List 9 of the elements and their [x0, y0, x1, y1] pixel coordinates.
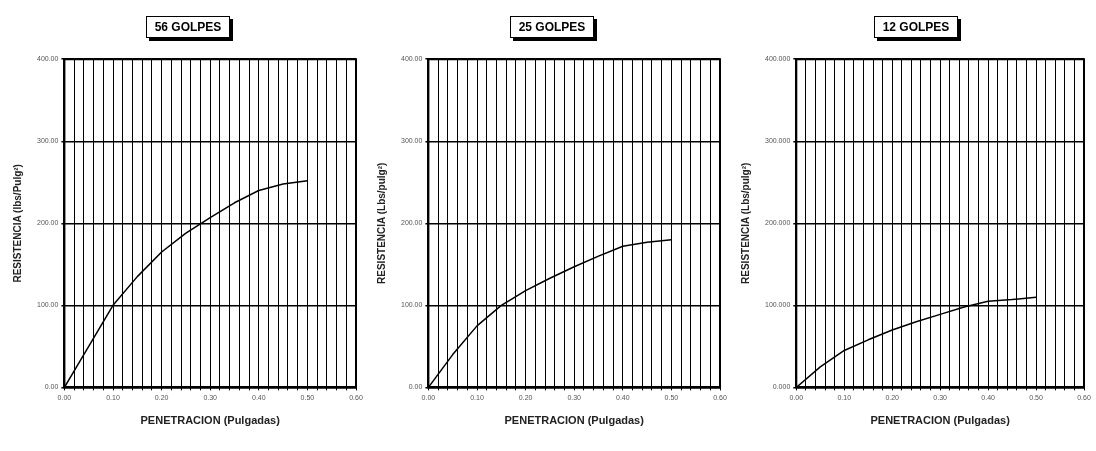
x-axis-title: PENETRACION (Pulgadas)	[870, 414, 1011, 427]
chart-title: 56 GOLPES	[145, 16, 231, 38]
chart-title: 25 GOLPES	[509, 16, 595, 38]
chart-title: 12 GOLPES	[873, 16, 959, 38]
y-axis-title: RESISTENCIA (lbs/Pulg²)	[11, 164, 23, 283]
x-axis-title: PENETRACION (Pulgadas)	[504, 414, 645, 427]
x-axis-title: PENETRACION (Pulgadas)	[140, 414, 281, 427]
y-axis-title: RESISTENCIA (Lbs/pulg²)	[739, 162, 751, 284]
y-axis-title: RESISTENCIA (Lbs/pulg²)	[375, 162, 387, 284]
